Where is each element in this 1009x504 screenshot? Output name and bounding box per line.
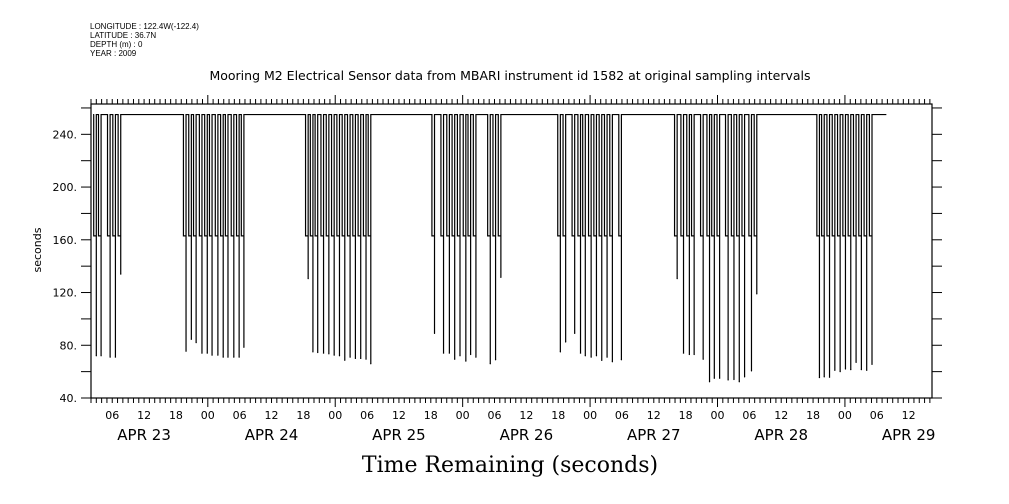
x-tick-label: 00 bbox=[838, 409, 852, 422]
x-tick-label: 18 bbox=[424, 409, 438, 422]
date-label: APR 25 bbox=[372, 426, 426, 444]
date-label: APR 24 bbox=[245, 426, 299, 444]
x-tick-label: 06 bbox=[360, 409, 374, 422]
date-label: APR 23 bbox=[117, 426, 171, 444]
x-tick-label: 18 bbox=[296, 409, 310, 422]
x-tick-label: 06 bbox=[870, 409, 884, 422]
x-tick-label: 12 bbox=[902, 409, 916, 422]
x-tick-label: 06 bbox=[615, 409, 629, 422]
x-tick-label: 12 bbox=[392, 409, 406, 422]
x-tick-label: 00 bbox=[328, 409, 342, 422]
series-line bbox=[93, 113, 887, 382]
latitude-label: LATITUDE : 36.7N bbox=[90, 31, 157, 40]
depth-label: DEPTH (m) : 0 bbox=[90, 40, 143, 49]
y-tick-label: 120. bbox=[53, 287, 78, 300]
x-tick-label: 12 bbox=[647, 409, 661, 422]
x-tick-label: 12 bbox=[774, 409, 788, 422]
y-tick-label: 240. bbox=[53, 128, 78, 141]
x-tick-label: 06 bbox=[233, 409, 247, 422]
x-tick-label: 12 bbox=[519, 409, 533, 422]
plot-frame bbox=[90, 103, 933, 399]
x-axis-label: Time Remaining (seconds) bbox=[361, 453, 659, 478]
y-axis-label: seconds bbox=[31, 227, 44, 272]
x-tick-label: 18 bbox=[169, 409, 183, 422]
x-tick-label: 00 bbox=[583, 409, 597, 422]
x-tick-label: 06 bbox=[742, 409, 756, 422]
chart-title: Mooring M2 Electrical Sensor data from M… bbox=[209, 68, 811, 83]
x-tick-label: 18 bbox=[806, 409, 820, 422]
x-tick-label: 06 bbox=[488, 409, 502, 422]
x-tick-label: 06 bbox=[105, 409, 119, 422]
date-label: APR 27 bbox=[627, 426, 681, 444]
x-tick-label: 00 bbox=[711, 409, 725, 422]
x-tick-label: 18 bbox=[679, 409, 693, 422]
x-tick-label: 18 bbox=[551, 409, 565, 422]
year-label: YEAR : 2009 bbox=[90, 49, 137, 58]
y-tick-label: 80. bbox=[60, 339, 78, 352]
x-tick-label: 00 bbox=[201, 409, 215, 422]
y-tick-label: 40. bbox=[60, 392, 78, 405]
location-metadata: LONGITUDE : 122.4W(-122.4) LATITUDE : 36… bbox=[90, 22, 199, 58]
date-label: APR 28 bbox=[754, 426, 808, 444]
y-tick-label: 200. bbox=[53, 181, 78, 194]
axes: 40. 80. 120. 160. 200. 240. 06 12 18 00 06 12 18 00 06… bbox=[53, 95, 942, 444]
date-label: APR 29 bbox=[882, 426, 936, 444]
y-tick-label: 160. bbox=[53, 234, 78, 247]
date-label: APR 26 bbox=[500, 426, 554, 444]
longitude-label: LONGITUDE : 122.4W(-122.4) bbox=[90, 22, 199, 31]
x-tick-label: 00 bbox=[456, 409, 470, 422]
x-tick-label: 12 bbox=[265, 409, 279, 422]
x-tick-label: 12 bbox=[137, 409, 151, 422]
